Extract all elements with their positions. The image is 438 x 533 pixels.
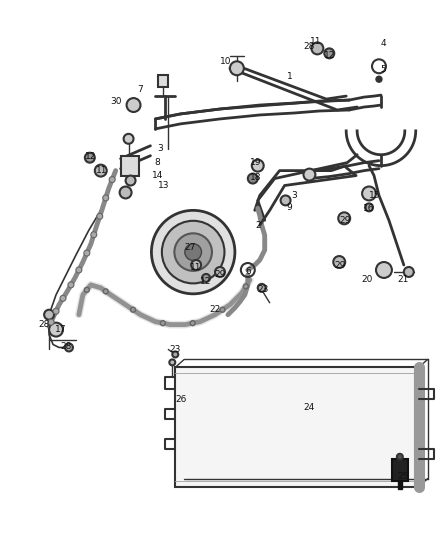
Text: 14: 14 bbox=[152, 171, 163, 180]
Text: 4: 4 bbox=[380, 39, 386, 48]
Circle shape bbox=[152, 211, 235, 294]
Circle shape bbox=[76, 267, 82, 273]
Bar bbox=[392, 459, 408, 481]
Circle shape bbox=[311, 43, 323, 54]
Text: 2: 2 bbox=[255, 221, 261, 230]
Circle shape bbox=[65, 343, 73, 351]
Circle shape bbox=[49, 322, 63, 336]
Circle shape bbox=[376, 262, 392, 278]
Text: 28: 28 bbox=[39, 320, 50, 329]
Circle shape bbox=[109, 176, 115, 182]
Text: 11: 11 bbox=[96, 166, 107, 175]
Circle shape bbox=[185, 244, 201, 261]
Circle shape bbox=[230, 61, 244, 75]
Text: 12: 12 bbox=[201, 277, 212, 286]
Text: 17: 17 bbox=[55, 325, 67, 334]
Circle shape bbox=[126, 175, 135, 185]
Text: 26: 26 bbox=[176, 394, 187, 403]
Circle shape bbox=[103, 289, 108, 294]
Text: 23: 23 bbox=[170, 345, 181, 354]
Text: 29: 29 bbox=[214, 270, 226, 279]
Text: 1: 1 bbox=[287, 72, 293, 80]
Circle shape bbox=[120, 187, 131, 198]
Circle shape bbox=[170, 359, 175, 365]
Circle shape bbox=[244, 284, 248, 289]
Circle shape bbox=[44, 310, 54, 320]
Circle shape bbox=[202, 274, 210, 282]
Circle shape bbox=[103, 195, 109, 201]
Circle shape bbox=[248, 174, 258, 183]
Circle shape bbox=[84, 250, 90, 256]
Text: 30: 30 bbox=[110, 96, 121, 106]
Text: 21: 21 bbox=[397, 276, 409, 285]
Circle shape bbox=[252, 160, 264, 172]
Text: 25: 25 bbox=[397, 472, 409, 481]
Text: 22: 22 bbox=[209, 305, 221, 314]
Circle shape bbox=[376, 76, 382, 82]
Circle shape bbox=[365, 204, 373, 212]
Text: 23: 23 bbox=[257, 285, 268, 294]
Circle shape bbox=[48, 319, 54, 325]
Text: 12: 12 bbox=[324, 51, 335, 60]
Circle shape bbox=[95, 165, 107, 176]
Text: 24: 24 bbox=[304, 402, 315, 411]
Circle shape bbox=[338, 212, 350, 224]
Text: 11: 11 bbox=[191, 263, 202, 272]
Circle shape bbox=[174, 233, 212, 271]
Circle shape bbox=[304, 168, 315, 181]
Text: 15: 15 bbox=[369, 191, 381, 200]
Bar bbox=[120, 156, 138, 175]
Bar bbox=[159, 75, 168, 87]
Circle shape bbox=[53, 308, 59, 314]
Text: 5: 5 bbox=[380, 64, 386, 74]
Circle shape bbox=[333, 256, 345, 268]
Circle shape bbox=[160, 321, 165, 326]
Circle shape bbox=[191, 260, 201, 270]
Circle shape bbox=[172, 351, 178, 358]
Text: 11: 11 bbox=[310, 37, 321, 46]
Circle shape bbox=[68, 282, 74, 288]
Text: 29: 29 bbox=[335, 261, 346, 270]
Text: 7: 7 bbox=[138, 85, 143, 94]
Text: 6: 6 bbox=[245, 268, 251, 277]
Text: 12: 12 bbox=[85, 152, 96, 161]
Text: 3: 3 bbox=[292, 191, 297, 200]
Circle shape bbox=[127, 98, 141, 112]
Polygon shape bbox=[175, 367, 419, 487]
Circle shape bbox=[215, 267, 225, 277]
Text: 10: 10 bbox=[220, 57, 232, 66]
Circle shape bbox=[124, 134, 134, 144]
Text: 28: 28 bbox=[304, 42, 315, 51]
Circle shape bbox=[162, 221, 224, 284]
Circle shape bbox=[131, 307, 135, 312]
Text: 9: 9 bbox=[287, 203, 293, 212]
Text: 19: 19 bbox=[250, 158, 261, 167]
Circle shape bbox=[60, 295, 66, 301]
Text: 28: 28 bbox=[60, 342, 72, 351]
Circle shape bbox=[397, 454, 403, 460]
Circle shape bbox=[85, 153, 95, 163]
Text: 18: 18 bbox=[250, 173, 261, 182]
Circle shape bbox=[404, 267, 414, 277]
Circle shape bbox=[190, 321, 195, 326]
Circle shape bbox=[85, 287, 89, 292]
Text: 29: 29 bbox=[339, 216, 351, 225]
Text: 13: 13 bbox=[158, 181, 169, 190]
Text: 8: 8 bbox=[155, 158, 160, 167]
Circle shape bbox=[220, 307, 225, 312]
Bar bbox=[398, 481, 402, 489]
Circle shape bbox=[258, 284, 266, 292]
Text: 20: 20 bbox=[361, 276, 373, 285]
Circle shape bbox=[324, 49, 334, 58]
Circle shape bbox=[91, 232, 97, 238]
Circle shape bbox=[362, 187, 376, 200]
Circle shape bbox=[281, 196, 290, 205]
Circle shape bbox=[97, 213, 103, 219]
Text: 16: 16 bbox=[363, 204, 375, 213]
Text: 27: 27 bbox=[184, 243, 196, 252]
Text: 3: 3 bbox=[158, 144, 163, 154]
